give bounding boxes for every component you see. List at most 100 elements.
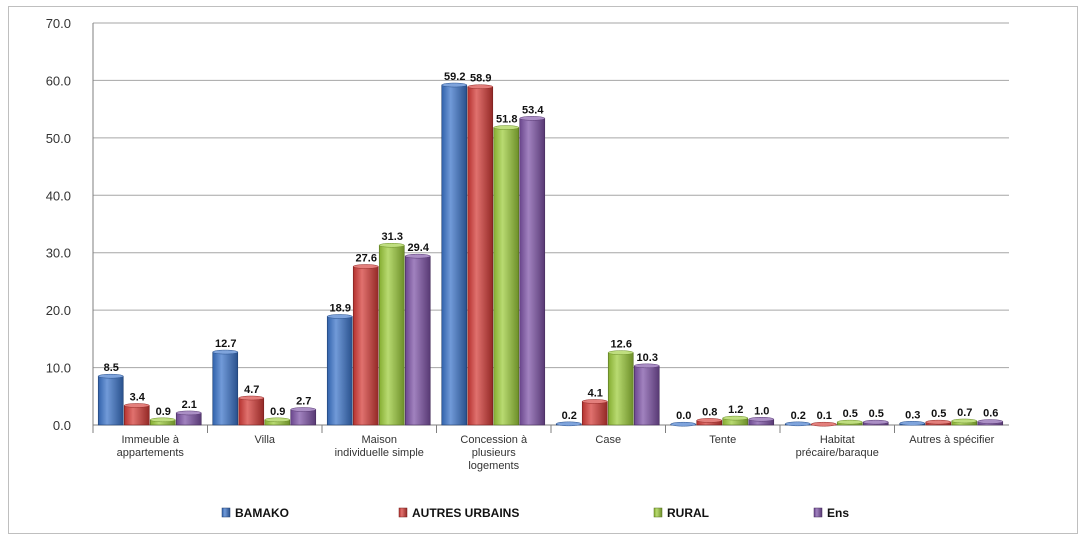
data-label: 0.5 <box>843 408 858 420</box>
legend-label: Ens <box>827 506 849 520</box>
bar <box>238 397 265 426</box>
legend-label: AUTRES URBAINS <box>412 506 519 520</box>
bar-cap <box>556 421 582 427</box>
bar <box>493 127 520 426</box>
bar <box>378 244 405 426</box>
data-label: 53.4 <box>522 104 544 116</box>
bar-cap <box>863 419 889 425</box>
data-label: 58.9 <box>470 73 491 85</box>
data-label: 3.4 <box>130 391 146 403</box>
bar <box>290 409 317 426</box>
bar <box>326 316 353 426</box>
data-label: 0.9 <box>270 406 285 418</box>
chart-frame: 0.0 10.0 20.0 30.0 40.0 50.0 60.0 70.0 8.5 3.4 0.9… <box>8 6 1078 534</box>
category-label: Villa <box>254 434 275 446</box>
data-label: 12.7 <box>215 338 236 350</box>
bar-cap <box>785 421 811 427</box>
bar-cap <box>98 373 124 379</box>
bar-cap <box>837 419 863 425</box>
data-label: 4.1 <box>588 387 603 399</box>
data-label: 2.1 <box>182 399 197 411</box>
legend-swatch <box>653 507 663 518</box>
bar-cap <box>977 419 1003 424</box>
legend-label: BAMAKO <box>235 506 289 520</box>
data-label: 0.0 <box>676 410 691 422</box>
bar-cap <box>441 82 467 88</box>
legend-swatch <box>813 507 823 518</box>
bar-cap <box>238 395 264 401</box>
bar-cap <box>951 418 977 424</box>
category-label: Maison individuelle simple <box>335 434 424 459</box>
bar <box>212 351 239 426</box>
data-label: 2.7 <box>296 395 311 407</box>
data-label: 0.5 <box>869 408 884 420</box>
data-label: 18.9 <box>330 302 351 314</box>
y-tick-label: 60.0 <box>46 73 71 88</box>
data-label: 0.6 <box>983 408 998 420</box>
bar-cap <box>925 419 951 425</box>
bar <box>467 86 494 426</box>
bar <box>633 365 660 426</box>
data-label: 0.9 <box>156 406 171 418</box>
bar <box>404 255 431 426</box>
y-tick-label: 0.0 <box>53 418 71 433</box>
data-label: 0.5 <box>931 408 946 420</box>
bar-cap <box>176 410 202 416</box>
category-label: Habitat précaire/baraque <box>796 434 879 459</box>
y-tick-label: 50.0 <box>46 131 71 146</box>
bar <box>123 405 150 426</box>
category-label: Case <box>595 434 621 446</box>
data-label: 29.4 <box>408 242 430 254</box>
bar-cap <box>150 417 176 423</box>
legend-swatch <box>398 507 408 518</box>
data-label: 0.3 <box>905 409 920 421</box>
bar-cap <box>608 350 634 355</box>
data-label: 51.8 <box>496 114 517 126</box>
category-label: Autres à spécifier <box>909 434 994 446</box>
bar-cap <box>493 125 519 130</box>
bar-cap <box>696 418 722 423</box>
legend-swatch <box>221 507 231 518</box>
category-label: Immeuble à appartements <box>117 434 185 459</box>
data-label: 0.8 <box>702 406 717 418</box>
bar-chart: 0.0 10.0 20.0 30.0 40.0 50.0 60.0 70.0 8.5 3.4 0.9… <box>46 16 1009 520</box>
bar-cap <box>327 314 353 319</box>
bar <box>519 118 546 426</box>
bar-cap <box>212 349 238 355</box>
data-label: 0.2 <box>791 410 806 422</box>
bar-cap <box>519 116 545 121</box>
category-label: Tente <box>709 434 736 446</box>
bar-cap <box>353 264 379 269</box>
data-label: 4.7 <box>244 384 259 396</box>
bar-cap <box>290 407 316 412</box>
bar-cap <box>634 363 660 369</box>
y-tick-label: 20.0 <box>46 303 71 318</box>
bar-cap <box>467 84 493 89</box>
bar <box>607 352 634 426</box>
data-label: 0.1 <box>817 410 832 422</box>
legend-label: RURAL <box>667 506 709 520</box>
data-label: 1.2 <box>728 404 743 416</box>
bar <box>352 266 379 426</box>
bar-cap <box>670 421 696 427</box>
bar-cap <box>722 415 748 421</box>
bar <box>581 401 608 426</box>
data-label: 12.6 <box>611 339 632 351</box>
category-label: Concession à plusieurs logements <box>460 434 528 472</box>
data-label: 1.0 <box>754 405 769 417</box>
data-label: 8.5 <box>104 362 119 374</box>
y-tick-label: 30.0 <box>46 246 71 261</box>
data-label: 0.7 <box>957 407 972 419</box>
bar-cap <box>811 421 837 427</box>
bar-cap <box>405 253 431 259</box>
data-label: 0.2 <box>562 410 577 422</box>
y-tick-label: 40.0 <box>46 188 71 203</box>
bar-cap <box>899 421 925 426</box>
bar-cap <box>124 403 150 408</box>
bar <box>97 375 124 426</box>
bar-cap <box>582 399 608 404</box>
bar-cap <box>264 417 290 423</box>
bar-cap <box>748 417 774 422</box>
data-label: 27.6 <box>356 252 377 264</box>
bar-cap <box>379 242 405 248</box>
